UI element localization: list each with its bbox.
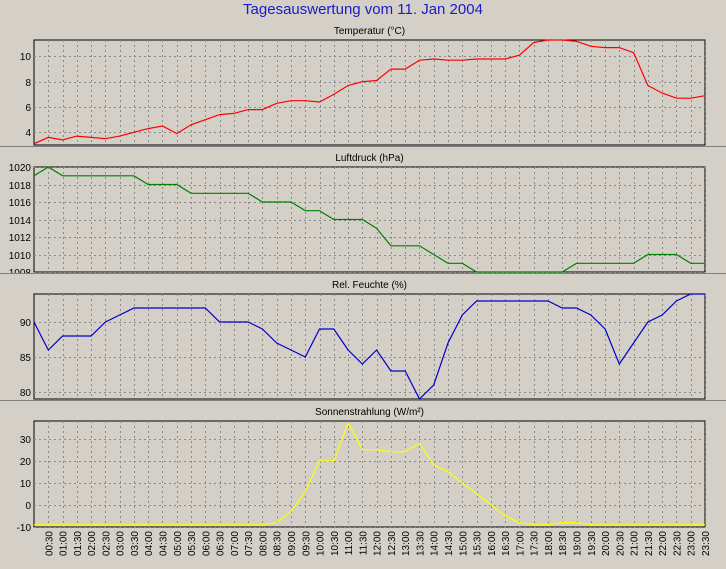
x-tick-label: 08:00 (258, 531, 269, 556)
x-tick-label: 04:00 (144, 531, 155, 556)
y-tick-label: 85 (20, 353, 32, 364)
series-line (33, 166, 705, 273)
x-tick-label: 19:30 (587, 531, 598, 556)
y-tick-label: 30 (20, 435, 32, 446)
chart-title: Rel. Feuchte (%) (332, 280, 407, 291)
x-tick-label: 01:30 (73, 531, 84, 556)
chart-title: Sonnenstrahlung (W/m²) (315, 407, 424, 418)
solar-chart: Sonnenstrahlung (W/m²) -10 0 10 20 30 00:30 01:… (17, 407, 712, 556)
x-tick-label: 20:30 (615, 531, 626, 556)
x-tick-label: 06:30 (216, 531, 227, 556)
x-tick-label: 11:00 (344, 531, 355, 556)
x-tick-label: 23:00 (687, 531, 698, 556)
x-tick-label: 02:00 (87, 531, 98, 556)
x-tick-label: 12:00 (373, 531, 384, 556)
series-line (33, 293, 705, 401)
y-tick-label: 4 (25, 128, 31, 139)
humidity-chart: Rel. Feuchte (%) 80 85 90 (20, 280, 706, 401)
series-line (34, 421, 705, 526)
x-tick-label: 10:30 (330, 531, 341, 556)
temperature-chart: Temperatur (°C) 4 6 8 10 (20, 26, 706, 146)
x-tick-label: 02:30 (101, 531, 112, 556)
y-tick-label: 8 (25, 78, 31, 89)
x-tick-label: 01:00 (59, 531, 70, 556)
x-tick-label: 03:00 (116, 531, 127, 556)
panel-divider (0, 273, 726, 274)
chart-title: Luftdruck (hPa) (335, 153, 403, 164)
x-tick-label: 22:00 (658, 531, 669, 556)
x-tick-label: 08:30 (273, 531, 284, 556)
x-tick-label: 05:00 (173, 531, 184, 556)
y-tick-label: 1016 (9, 198, 32, 209)
y-tick-label: 1010 (9, 251, 32, 262)
x-tick-label: 09:00 (287, 531, 298, 556)
solar-panel: Sonnenstrahlung (W/m²) -10 0 10 20 30 00:30 01:… (0, 401, 726, 564)
x-tick-label: 23:30 (701, 531, 712, 556)
humidity-panel: Rel. Feuchte (%) 80 85 90 (0, 274, 726, 401)
x-tick-label: 18:00 (544, 531, 555, 556)
y-tick-label: -10 (17, 523, 32, 534)
y-tick-label: 0 (25, 501, 31, 512)
x-tick-label: 16:30 (501, 531, 512, 556)
temperature-panel: Temperatur (°C) 4 6 8 10 (0, 20, 726, 146)
x-tick-label: 14:00 (430, 531, 441, 556)
x-tick-label: 10:00 (316, 531, 327, 556)
y-tick-label: 20 (20, 457, 32, 468)
x-tick-label: 13:00 (401, 531, 412, 556)
x-tick-label: 22:30 (672, 531, 683, 556)
x-tick-label: 11:30 (358, 531, 369, 556)
y-tick-label: 1014 (9, 216, 32, 227)
plot-frame (33, 293, 706, 400)
x-tick-label: 18:30 (558, 531, 569, 556)
x-tick-label: 13:30 (415, 531, 426, 556)
x-tick-label: 19:00 (573, 531, 584, 556)
chart-title: Temperatur (°C) (334, 26, 405, 37)
x-tick-label: 17:30 (530, 531, 541, 556)
x-tick-label: 12:30 (387, 531, 398, 556)
x-tick-label: 03:30 (130, 531, 141, 556)
y-tick-label: 80 (20, 388, 32, 399)
x-tick-label: 09:30 (301, 531, 312, 556)
x-tick-label: 07:30 (244, 531, 255, 556)
pressure-panel: Luftdruck (hPa)1008101010121014101610181… (0, 147, 726, 279)
y-tick-label: 10 (20, 52, 32, 63)
y-tick-label: 90 (20, 318, 32, 329)
x-tick-label: 00:30 (44, 531, 55, 556)
series-line (33, 39, 706, 145)
y-tick-label: 1012 (9, 233, 32, 244)
y-tick-label: 6 (25, 103, 31, 114)
x-tick-label: 05:30 (187, 531, 198, 556)
x-tick-label: 15:00 (458, 531, 469, 556)
y-tick-label: 1018 (9, 181, 32, 192)
panel-divider (0, 400, 726, 401)
x-tick-label: 06:00 (201, 531, 212, 556)
x-tick-label: 15:30 (473, 531, 484, 556)
y-tick-label: 1020 (9, 163, 32, 174)
x-tick-label: 20:00 (601, 531, 612, 556)
pressure-chart: Luftdruck (hPa)1008101010121014101610181… (9, 153, 706, 279)
x-tick-label: 16:00 (487, 531, 498, 556)
plot-frame (33, 39, 706, 146)
x-tick-label: 07:00 (230, 531, 241, 556)
x-tick-label: 21:30 (644, 531, 655, 556)
y-tick-label: 10 (20, 479, 32, 490)
panel-divider (0, 146, 726, 147)
x-tick-label: 14:30 (444, 531, 455, 556)
page-title: Tagesauswertung vom 11. Jan 2004 (243, 1, 483, 18)
x-tick-label: 17:00 (515, 531, 526, 556)
x-tick-label: 21:00 (630, 531, 641, 556)
x-tick-label: 04:30 (158, 531, 169, 556)
